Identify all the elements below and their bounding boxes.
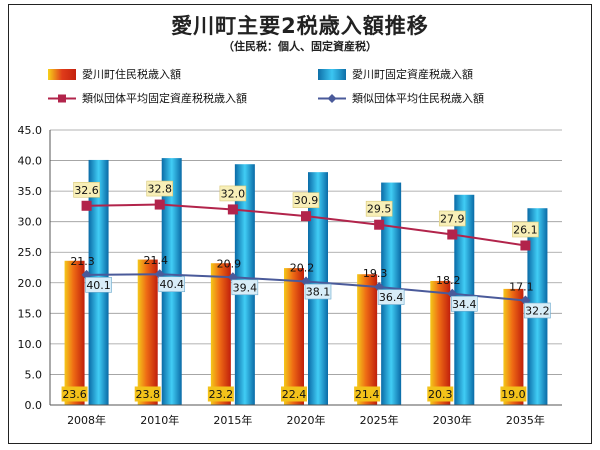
data-label-resident-tax-bg <box>281 386 307 402</box>
legend-item-resident-tax: 愛川町住民税歳入額 <box>48 66 181 82</box>
similar-property-tax-point <box>374 219 385 230</box>
x-tick-label: 2010年 <box>140 413 179 427</box>
data-label-resident-tax: 23.8 <box>135 388 160 401</box>
bar-resident-tax <box>210 263 231 405</box>
data-label-similar-property-tax: 27.9 <box>440 213 465 226</box>
data-label-property-tax: 40.4 <box>159 278 184 291</box>
data-label-property-tax: 34.4 <box>452 298 477 311</box>
legend-label-similar-property-tax: 類似団体平均固定資産税税歳入額 <box>82 92 247 105</box>
x-tick-label: 2025年 <box>360 413 399 427</box>
data-label-similar-property-tax-bg <box>438 210 466 227</box>
legend-swatch-resident-tax <box>48 68 76 80</box>
bar-resident-tax <box>137 259 158 405</box>
data-label-resident-tax-bg <box>207 386 234 402</box>
data-label-property-tax-bg <box>158 276 186 293</box>
data-label-similar-property-tax-bg <box>365 200 393 217</box>
x-tick-label: 2030年 <box>433 413 472 427</box>
data-label-similar-resident-tax: 17.1 <box>509 281 534 294</box>
data-label-similar-property-tax: 30.9 <box>294 194 319 207</box>
y-tick-label: 25.0 <box>18 246 43 259</box>
bar-resident-tax <box>503 288 524 405</box>
data-label-resident-tax-bg <box>427 386 454 402</box>
data-label-similar-resident-tax: 20.2 <box>290 262 315 275</box>
data-label-property-tax-bg <box>85 277 112 293</box>
data-label-resident-tax: 20.3 <box>428 388 453 401</box>
data-label-similar-property-tax-bg <box>219 185 247 202</box>
data-label-similar-property-tax-bg <box>73 181 100 198</box>
data-label-resident-tax: 19.0 <box>501 388 526 401</box>
data-label-property-tax: 36.4 <box>379 291 404 304</box>
legend-swatch-similar-property-tax <box>48 94 76 102</box>
data-label-similar-property-tax-bg <box>512 221 539 238</box>
data-label-similar-resident-tax: 21.4 <box>143 254 168 267</box>
legend-item-similar-property-tax: 類似団体平均固定資産税税歳入額 <box>48 90 247 106</box>
data-label-similar-resident-tax: 18.2 <box>436 274 461 287</box>
x-tick-label: 2008年 <box>67 413 106 427</box>
y-tick-label: 35.0 <box>18 185 43 198</box>
data-label-resident-tax: 23.6 <box>62 388 87 401</box>
bar-resident-tax <box>284 268 304 405</box>
data-label-similar-property-tax: 32.8 <box>147 183 172 196</box>
bar-resident-tax <box>357 274 378 405</box>
data-label-property-tax: 38.1 <box>306 286 331 299</box>
legend-item-property-tax: 愛川町固定資産税歳入額 <box>318 66 473 82</box>
data-label-resident-tax: 22.4 <box>282 388 307 401</box>
y-tick-label: 40.0 <box>18 155 43 168</box>
similar-property-tax-point <box>227 204 238 215</box>
x-tick-label: 2015年 <box>213 413 252 427</box>
y-tick-label: 30.0 <box>18 216 43 229</box>
y-tick-label: 45.0 <box>18 124 43 137</box>
similar-property-tax-point <box>520 240 531 251</box>
similar-property-tax-point <box>301 211 311 222</box>
data-label-similar-property-tax: 32.6 <box>74 184 99 197</box>
data-label-property-tax-bg <box>304 283 332 300</box>
data-label-resident-tax: 21.4 <box>355 388 380 401</box>
y-tick-label: 20.0 <box>18 277 43 290</box>
data-label-property-tax: 32.2 <box>525 305 550 318</box>
legend-label-property-tax: 愛川町固定資産税歳入額 <box>352 68 473 81</box>
data-label-resident-tax-bg <box>500 386 527 402</box>
y-tick-label: 5.0 <box>25 368 43 381</box>
bar-resident-tax <box>430 280 451 405</box>
y-tick-label: 0.0 <box>25 399 43 412</box>
legend-label-resident-tax: 愛川町住民税歳入額 <box>82 68 181 81</box>
data-label-resident-tax: 23.2 <box>209 388 234 401</box>
legend-label-similar-resident-tax: 類似団体平均住民税歳入額 <box>352 92 484 105</box>
chart-title: 愛川町主要2税歳入額推移 <box>171 14 429 38</box>
x-tick-label: 2035年 <box>506 413 545 427</box>
data-label-similar-resident-tax: 20.9 <box>217 257 242 270</box>
data-label-similar-resident-tax: 19.3 <box>363 267 388 280</box>
data-label-similar-property-tax-bg <box>292 192 320 208</box>
similar-property-tax-point <box>447 229 458 240</box>
data-label-resident-tax-bg <box>134 386 161 402</box>
data-label-similar-resident-tax: 21.3 <box>70 255 95 268</box>
bar-resident-tax <box>64 260 85 405</box>
data-label-property-tax: 39.4 <box>233 281 258 294</box>
data-label-property-tax-bg <box>450 295 478 312</box>
similar-property-tax-point <box>154 199 165 210</box>
data-label-property-tax-bg <box>377 289 405 305</box>
data-label-resident-tax-bg <box>61 386 88 402</box>
legend: 愛川町住民税歳入額 愛川町固定資産税歳入額 類似団体平均固定資産税税歳入額 類似… <box>0 60 600 110</box>
y-tick-label: 15.0 <box>18 307 43 320</box>
data-label-similar-property-tax: 26.1 <box>513 224 538 237</box>
chart-subtitle: （住民税：個人、固定資産税） <box>223 40 377 53</box>
data-label-property-tax-bg <box>231 279 259 296</box>
legend-item-similar-resident-tax: 類似団体平均住民税歳入額 <box>318 90 484 106</box>
data-label-similar-property-tax: 32.0 <box>221 187 246 200</box>
x-tick-label: 2020年 <box>287 413 326 427</box>
data-label-property-tax: 40.1 <box>86 279 111 292</box>
y-tick-label: 10.0 <box>18 338 43 351</box>
legend-swatch-similar-resident-tax <box>318 93 346 103</box>
data-label-property-tax-bg <box>524 302 551 319</box>
data-label-similar-property-tax: 29.5 <box>367 203 392 216</box>
legend-swatch-property-tax <box>318 68 346 80</box>
similar-property-tax-point <box>81 200 92 211</box>
data-label-similar-property-tax-bg <box>146 180 174 197</box>
data-label-resident-tax-bg <box>354 386 381 402</box>
